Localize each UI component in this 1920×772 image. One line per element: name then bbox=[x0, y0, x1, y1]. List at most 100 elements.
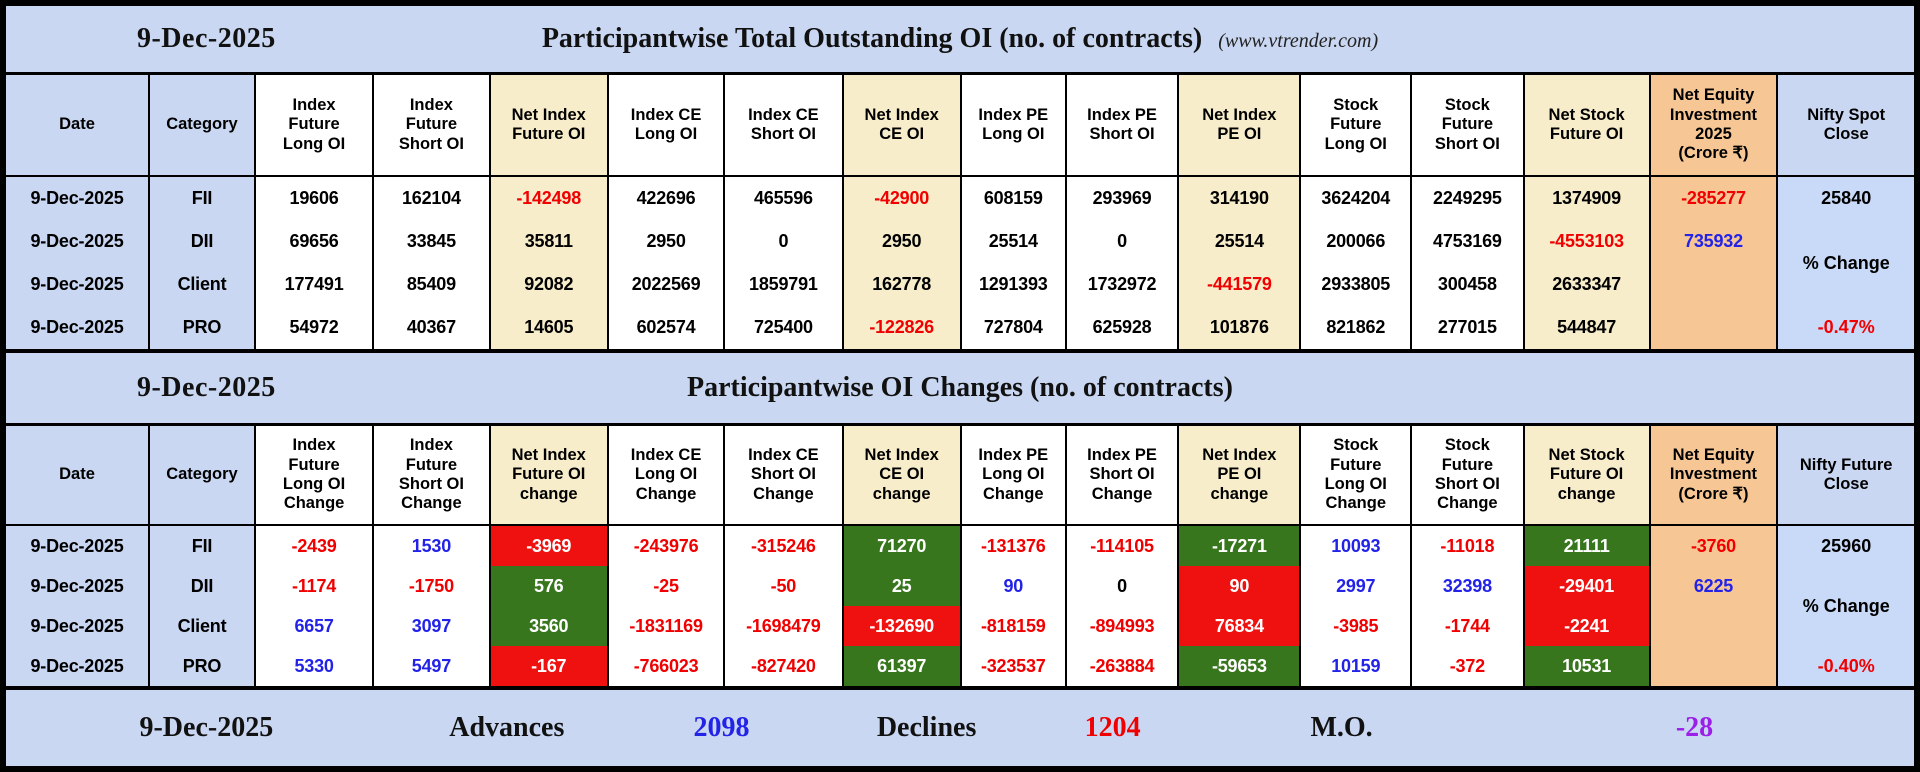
table-cell: -2241 bbox=[1524, 606, 1649, 646]
table-cell: 576 bbox=[490, 566, 607, 606]
table-column: -114105 0 -894993 -263884 bbox=[1066, 526, 1180, 686]
table-cell: 2633347 bbox=[1552, 274, 1621, 294]
table-column: -2439 -1174 6657 5330 bbox=[255, 526, 375, 686]
table-cell: 9-Dec-2025 bbox=[30, 231, 124, 251]
table-column: -42900 2950 162778 -122826 bbox=[843, 177, 962, 349]
table-cell: -4553103 bbox=[1549, 231, 1624, 251]
header-category: Category bbox=[150, 75, 256, 175]
table-cell: -29401 bbox=[1524, 566, 1649, 606]
table-cell: 602574 bbox=[636, 317, 696, 337]
table-cell: 90 bbox=[1003, 575, 1024, 596]
table-cell: -59653 bbox=[1179, 646, 1300, 686]
table-cell: 162778 bbox=[872, 274, 932, 294]
header-date: Date bbox=[6, 426, 151, 524]
table-cell: 25514 bbox=[1214, 231, 1264, 251]
table-cell: 1530 bbox=[411, 535, 452, 556]
oi-changes-header-row: Date Category Index Future Long OI Chang… bbox=[6, 426, 1914, 526]
header-net-stock-future-oi-change: Net Stock Future OI change bbox=[1524, 426, 1651, 524]
table-cell: 5497 bbox=[411, 655, 452, 676]
site-url: (www.vtrender.com) bbox=[1218, 30, 1379, 52]
outstanding-oi-header-row: Date Category Index Future Long OI Index… bbox=[6, 75, 1914, 177]
table-cell: -2439 bbox=[291, 535, 337, 556]
header-net-stock-future-oi: Net Stock Future OI bbox=[1524, 75, 1651, 175]
table-cell: -315246 bbox=[751, 535, 816, 556]
table-column: FII DII Client PRO bbox=[150, 526, 256, 686]
table-cell: 2950 bbox=[646, 231, 686, 251]
header-index-ce-short-oi-change: Index CE Short OI Change bbox=[725, 426, 844, 524]
header-index-future-long-oi: Index Future Long OI bbox=[255, 75, 375, 175]
header-index-ce-long-oi: Index CE Long OI bbox=[608, 75, 726, 175]
header-index-future-short-oi-change: Index Future Short OI Change bbox=[374, 426, 491, 524]
table-cell: -114105 bbox=[1090, 535, 1154, 556]
header-index-pe-long-oi: Index PE Long OI bbox=[961, 75, 1067, 175]
table-cell: 725400 bbox=[753, 317, 813, 337]
table-cell: 3097 bbox=[411, 615, 452, 636]
banner-outstanding-oi: 9-Dec-2025 Participantwise Total Outstan… bbox=[6, 6, 1914, 75]
table-cell: FII bbox=[191, 535, 213, 556]
table-column: 608159 25514 1291393 727804 bbox=[961, 177, 1067, 349]
table-cell: -243976 bbox=[633, 535, 699, 556]
table-cell: 25514 bbox=[988, 231, 1038, 251]
header-net-index-ce-oi-change: Net Index CE OI change bbox=[843, 426, 962, 524]
table-column: 9-Dec-2025 9-Dec-2025 9-Dec-2025 9-Dec-2025 bbox=[6, 526, 151, 686]
table-cell: 9-Dec-2025 bbox=[30, 535, 124, 556]
header-nifty-future-close: Nifty Future Close bbox=[1778, 426, 1914, 524]
table-column: -3760 6225 bbox=[1650, 526, 1779, 686]
nifty-future-close-value: 25960 bbox=[1821, 535, 1872, 556]
nifty-spot-close-value: 25840 bbox=[1821, 188, 1872, 208]
oi-changes-body: 9-Dec-2025 9-Dec-2025 9-Dec-2025 9-Dec-2025… bbox=[6, 526, 1914, 686]
report-date: 9-Dec-2025 bbox=[136, 23, 276, 54]
table-column: -243976 -25 -1831169 -766023 bbox=[608, 526, 726, 686]
header-net-equity-investment: Net Equity Investment 2025 (Crore ₹) bbox=[1650, 75, 1779, 175]
footer-date: 9-Dec-2025 bbox=[139, 712, 274, 743]
table-cell: 61397 bbox=[843, 646, 960, 686]
table-cell: 9-Dec-2025 bbox=[30, 575, 124, 596]
header-index-future-short-oi: Index Future Short OI bbox=[374, 75, 491, 175]
table-column: 465596 0 1859791 725400 bbox=[725, 177, 844, 349]
table-column: 1374909 -4553103 2633347 544847 bbox=[1524, 177, 1651, 349]
table-cell: 1291393 bbox=[978, 274, 1048, 294]
table-cell: 33845 bbox=[406, 231, 456, 251]
table-cell: 300458 bbox=[1437, 274, 1497, 294]
table-cell: 54972 bbox=[289, 317, 339, 337]
table-cell: 92082 bbox=[524, 274, 574, 294]
header-stock-future-short-oi-change: Stock Future Short OI Change bbox=[1412, 426, 1525, 524]
header-net-index-pe-oi: Net Index PE OI bbox=[1179, 75, 1302, 175]
table-cell: 162104 bbox=[401, 188, 461, 208]
nifty-spot-pct-change: -0.47% bbox=[1817, 317, 1875, 337]
table-cell: 3560 bbox=[490, 606, 607, 646]
table-cell: -818159 bbox=[980, 615, 1046, 636]
advances-label: Advances bbox=[449, 712, 565, 743]
table-cell: 0 bbox=[1117, 231, 1127, 251]
table-cell: -122826 bbox=[869, 317, 934, 337]
table-cell: 735932 bbox=[1684, 231, 1743, 251]
table-cell: -11018 bbox=[1440, 535, 1495, 556]
table-cell: -323537 bbox=[980, 655, 1046, 676]
table-cell: -3760 bbox=[1690, 535, 1736, 556]
table-column: 2249295 4753169 300458 277015 bbox=[1412, 177, 1525, 349]
table-cell: PRO bbox=[182, 655, 222, 676]
table-cell: 2950 bbox=[882, 231, 922, 251]
table-column: -17271 90 76834 -59653 bbox=[1179, 526, 1302, 686]
table-cell: -132690 bbox=[843, 606, 960, 646]
table-cell: -50 bbox=[770, 575, 797, 596]
table-cell bbox=[1651, 646, 1777, 686]
table-cell: 6225 bbox=[1693, 575, 1734, 596]
header-category: Category bbox=[150, 426, 256, 524]
table-cell bbox=[1651, 306, 1777, 349]
table-cell: PRO bbox=[182, 317, 222, 337]
table-cell: 14605 bbox=[524, 317, 574, 337]
header-net-index-pe-oi-change: Net Index PE OI change bbox=[1179, 426, 1302, 524]
report-title-text: Participantwise Total Outstanding OI (no… bbox=[541, 23, 1203, 54]
table-cell: -131376 bbox=[980, 535, 1046, 556]
table-cell: -1698479 bbox=[746, 615, 821, 636]
table-cell: 9-Dec-2025 bbox=[30, 655, 124, 676]
header-stock-future-long-oi: Stock Future Long OI bbox=[1301, 75, 1413, 175]
table-cell: 101876 bbox=[1209, 317, 1269, 337]
table-cell: 465596 bbox=[753, 188, 813, 208]
report-title: Participantwise Total Outstanding OI (no… bbox=[542, 23, 1378, 55]
table-cell: 19606 bbox=[289, 188, 339, 208]
table-column: 21111 -29401 -2241 10531 bbox=[1524, 526, 1651, 686]
table-column: -315246 -50 -1698479 -827420 bbox=[725, 526, 844, 686]
table-cell: 21111 bbox=[1524, 526, 1649, 566]
